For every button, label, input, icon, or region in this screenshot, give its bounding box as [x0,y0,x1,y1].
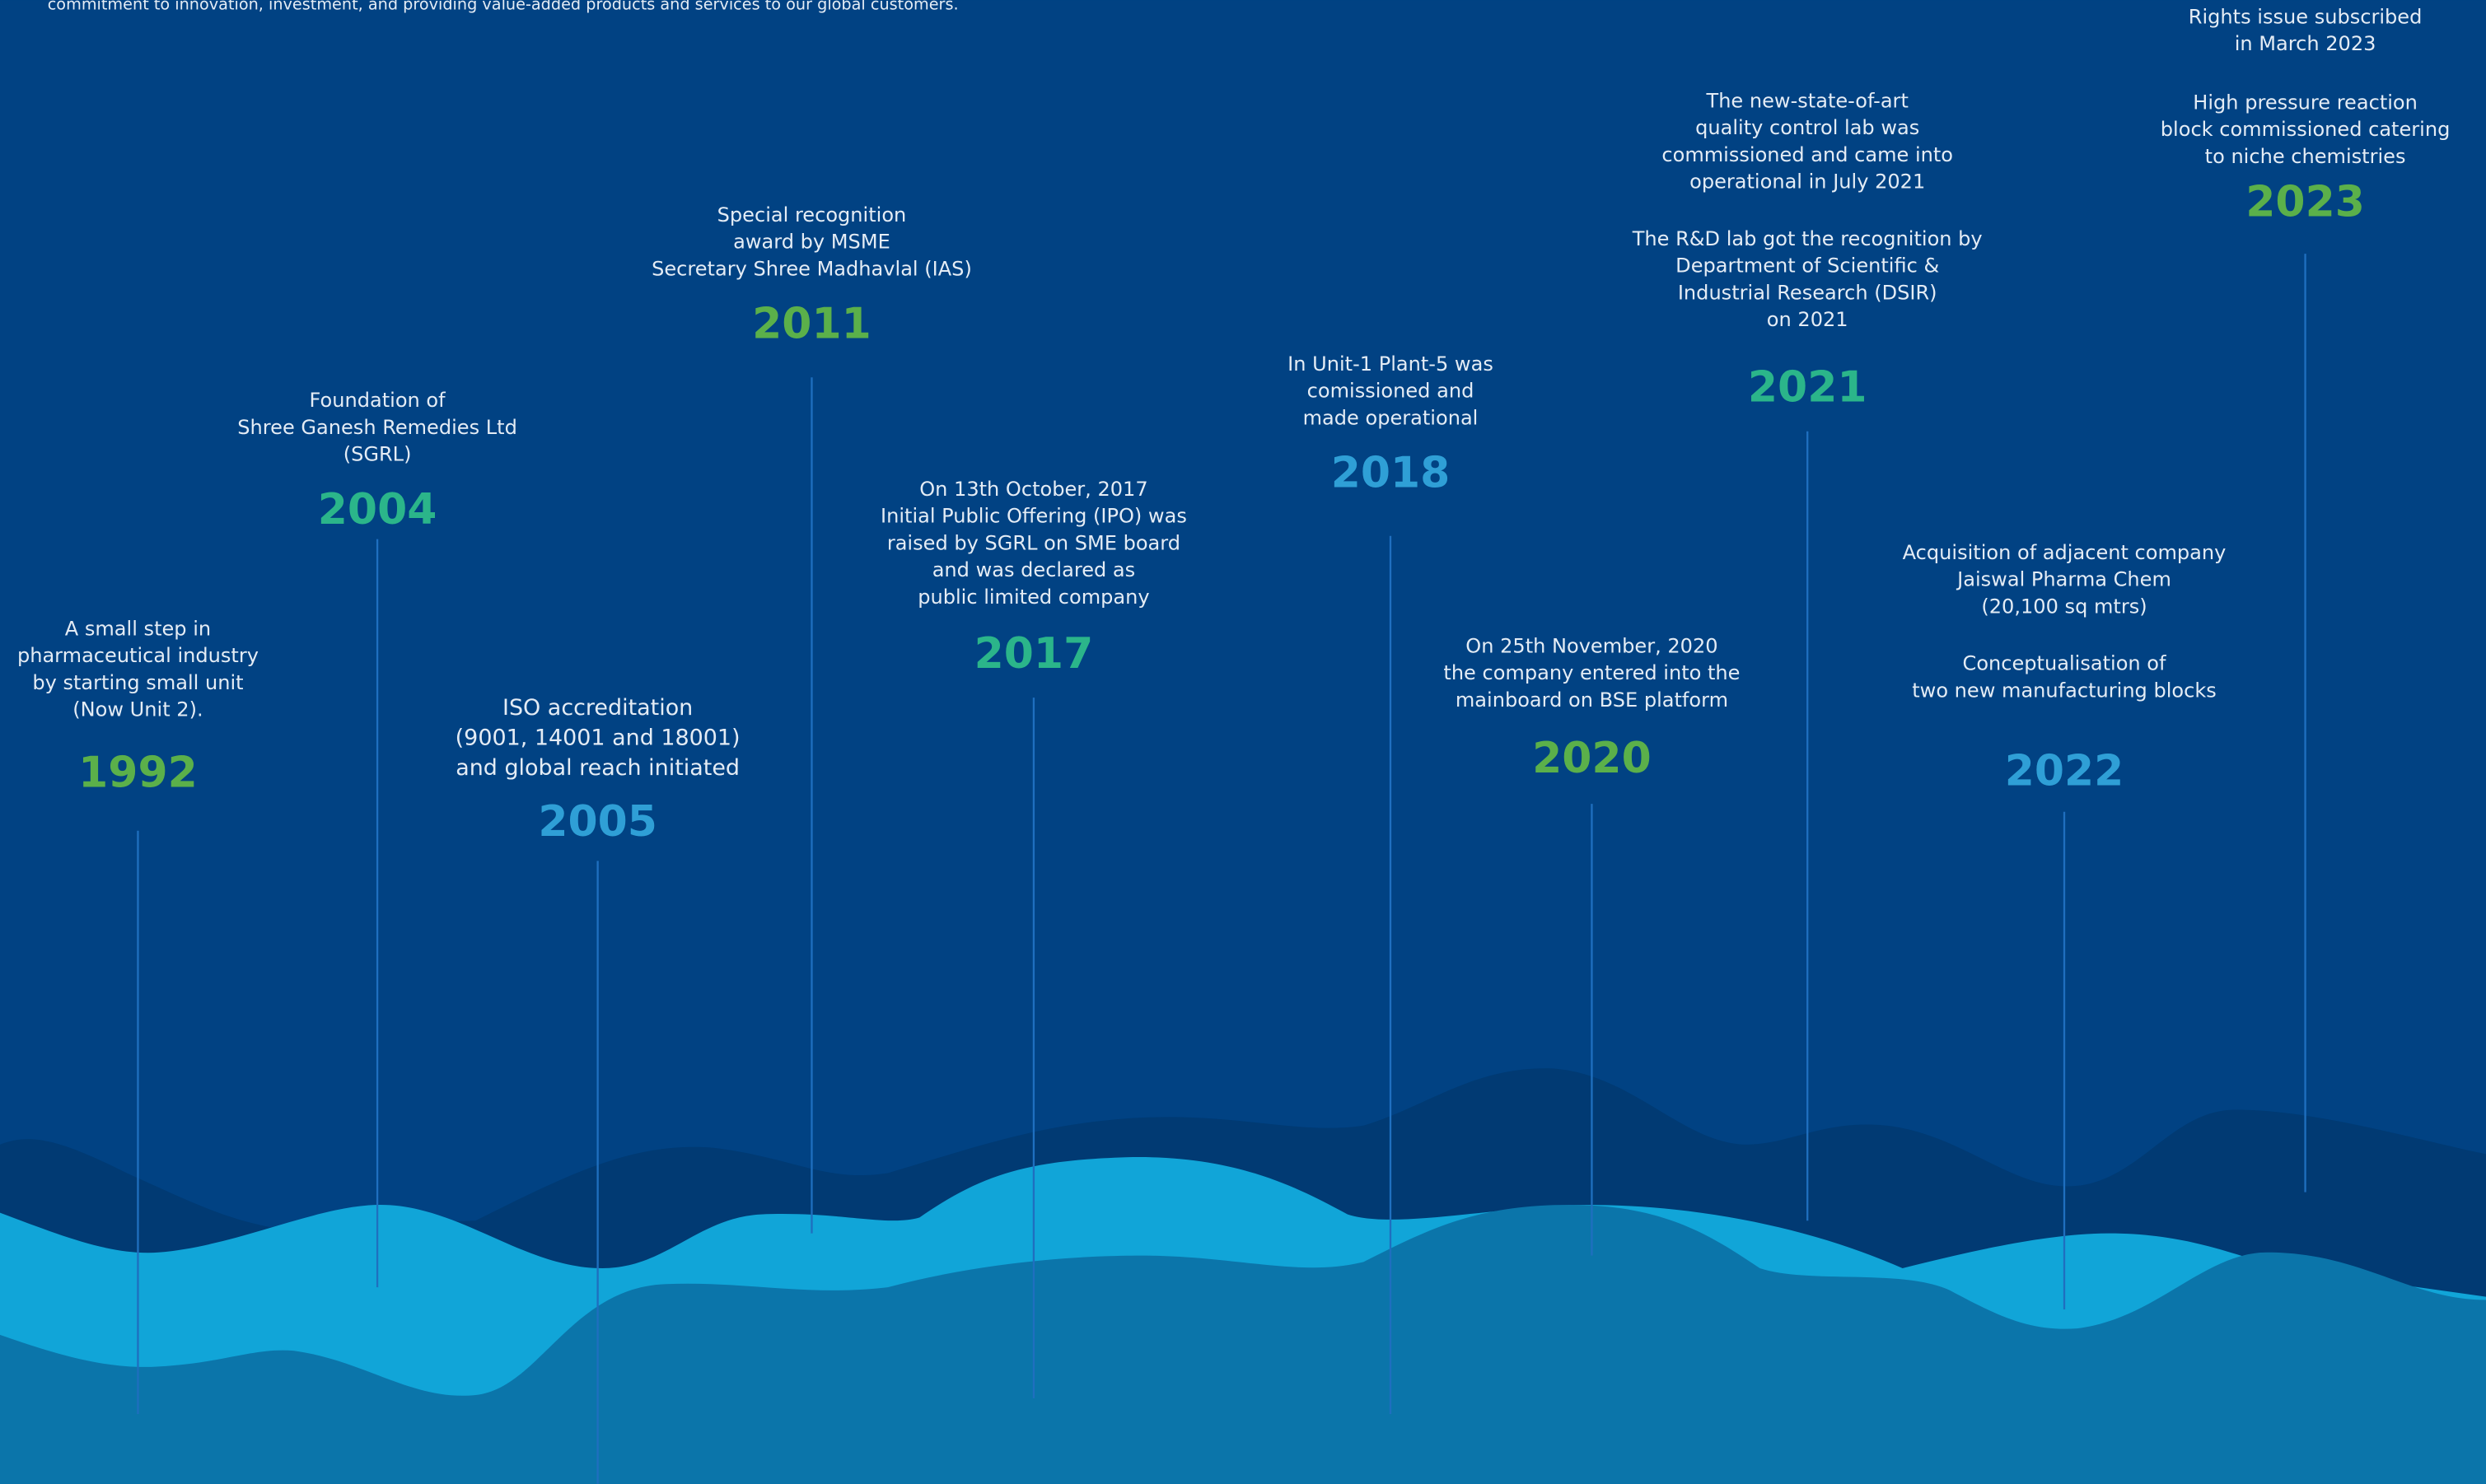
mid-wave [0,1205,2486,1484]
event-description: operational in July 2021 [1689,170,1925,194]
event-description: and was declared as [932,558,1135,581]
event-description: Industrial Research (DSIR) [1678,281,1937,304]
event-description: On 13th October, 2017 [919,478,1147,501]
event-description: Foundation of [310,389,446,412]
event-description: ISO accreditation [502,695,693,721]
event-description: (9001, 14001 and 18001) [456,726,741,751]
event-description: in March 2023 [2235,32,2376,55]
event-description: public limited company [918,586,1149,609]
event-description: made operational [1303,406,1479,429]
event-description: Jaiswal Pharma Chem [1956,568,2171,591]
year-label: 2017 [974,629,1094,679]
year-label: 2004 [318,485,437,534]
event-description: to niche chemistries [2205,145,2406,168]
year-label: 2005 [538,797,657,847]
event-description: pharmaceutical industry [17,644,259,667]
event-description: Conceptualisation of [1963,652,2166,675]
event-description: The new-state-of-art [1706,89,1909,112]
event-description: In Unit-1 Plant-5 was [1287,352,1493,376]
event-description: Initial Public Offering (IPO) was [881,505,1187,528]
year-label: 2023 [2245,178,2365,227]
event-description: and global reach initiated [456,755,740,781]
event-description: the company entered into the [1443,661,1740,684]
event-description: block commissioned catering [2161,118,2451,141]
event-description: High pressure reaction [2193,91,2418,114]
event-description: A small step in [65,617,211,640]
intro-text: commitment to innovation, investment, an… [48,0,959,13]
event-description: on 2021 [1767,308,1848,331]
year-label: 2020 [1532,734,1652,783]
event-description: (SGRL) [343,443,412,466]
event-description: The R&D lab got the recognition by [1632,227,1983,250]
event-description: (Now Unit 2). [72,698,203,721]
year-label: 1992 [78,748,198,797]
event-description: Special recognition [717,203,907,226]
event-description: raised by SGRL on SME board [887,531,1180,554]
event-description: quality control lab was [1695,116,1919,139]
event-description: On 25th November, 2020 [1465,635,1717,658]
event-description: Secretary Shree Madhavlal (IAS) [652,257,972,280]
event-description: Department of Scientific & [1675,254,1939,278]
event-description: Acquisition of adjacent company [1903,541,2227,564]
year-label: 2011 [752,300,872,349]
event-description: Rights issue subscribed [2189,5,2423,28]
year-label: 2021 [1748,363,1867,413]
year-label: 2022 [2005,746,2124,796]
event-description: (20,100 sq mtrs) [1981,595,2147,618]
event-description: two new manufacturing blocks [1912,679,2217,702]
year-label: 2018 [1331,449,1451,498]
event-description: mainboard on BSE platform [1456,688,1728,712]
event-description: comissioned and [1307,380,1474,403]
event-description: commissioned and came into [1661,143,1953,166]
event-description: award by MSME [733,231,890,254]
event-description: by starting small unit [32,671,243,694]
event-description: Shree Ganesh Remedies Ltd [237,416,517,439]
